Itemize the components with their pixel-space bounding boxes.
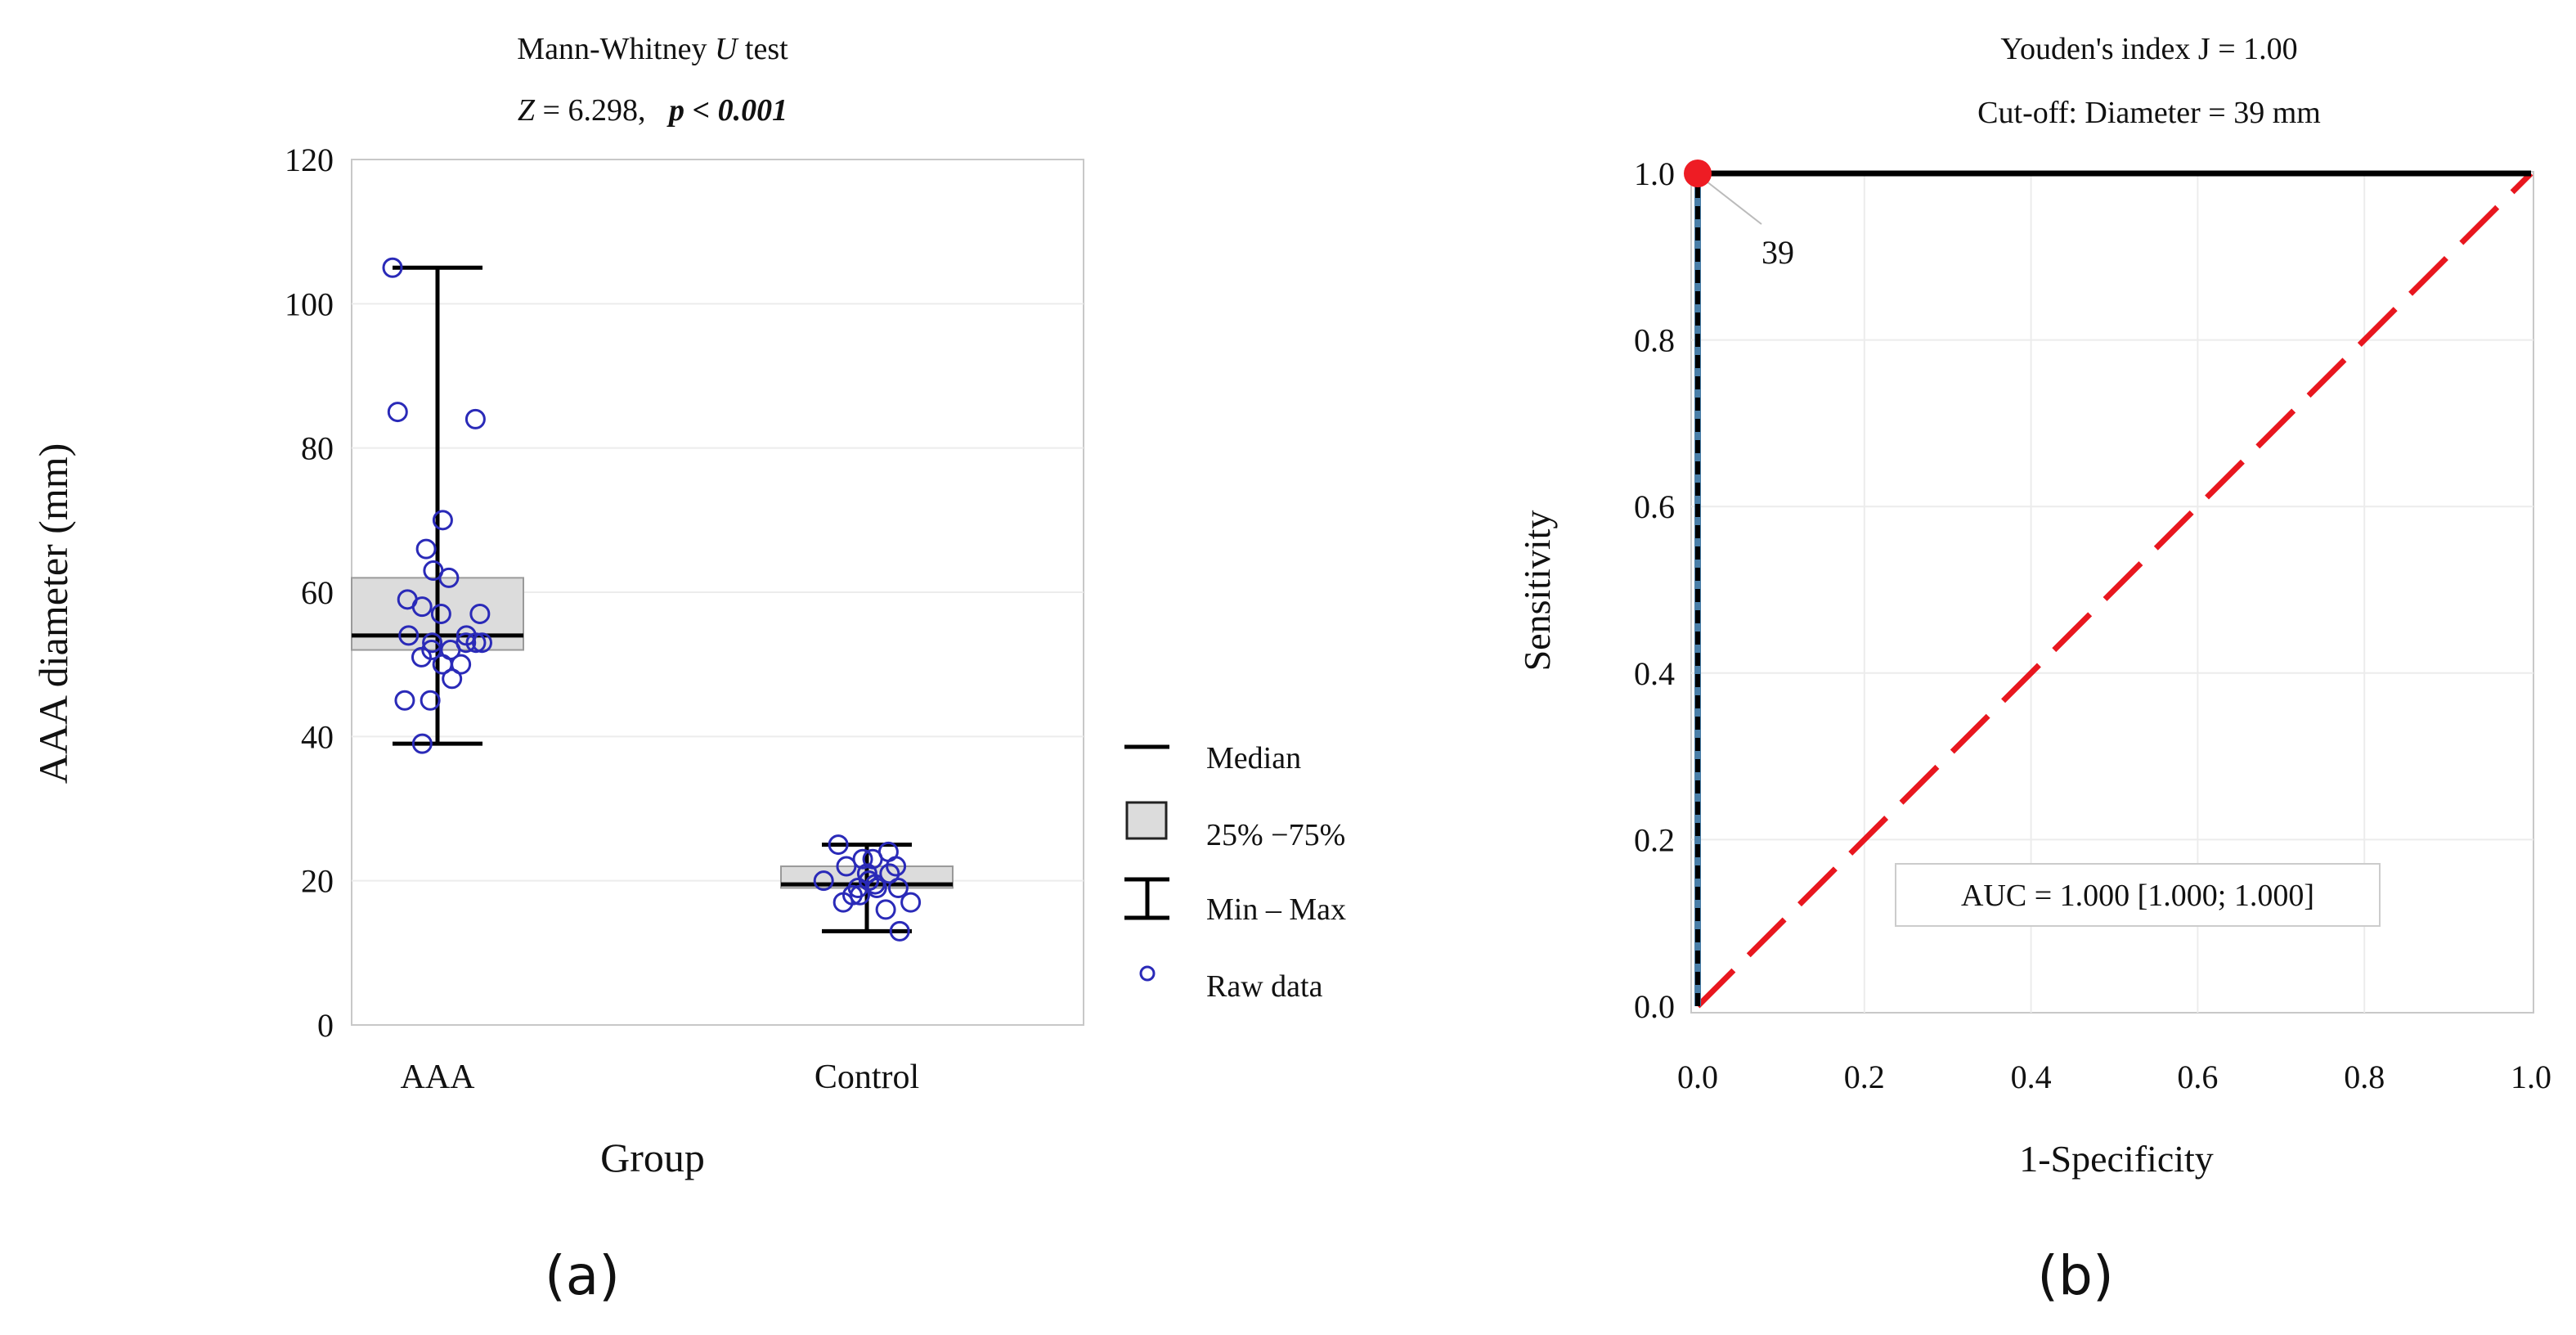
raw-data-point [411, 596, 433, 618]
roc-curve-panel: 0.0 0.2 0.4 0.6 0.8 1.0 0.0 0.2 0.4 0.6 0.8 1.0 39… [1516, 32, 2551, 1307]
panel-label-b: (b) [2037, 1244, 2113, 1307]
x-tick-label: 1.0 [2511, 1059, 2551, 1095]
x-tick-label: 0.4 [2011, 1059, 2052, 1095]
raw-data-point [438, 567, 460, 588]
raw-data-point [813, 870, 834, 892]
y-tick-label: 100 [285, 285, 334, 322]
box-plot-panel: 0 20 40 60 80 100 120 AAA Control Mann-Whitney … [30, 32, 1346, 1307]
raw-data-point [415, 538, 437, 560]
chart-title: Youden's index J = 1.00 [2000, 32, 2297, 66]
raw-data-point [886, 856, 907, 877]
y-tick-label: 60 [301, 574, 334, 611]
cutoff-leader-line [1702, 178, 1762, 225]
raw-data-point [832, 892, 854, 913]
raw-data-point [382, 257, 403, 278]
chart-subtitle: Cut-off: Diameter = 39 mm [1977, 96, 2321, 130]
x-tick-label: 0.0 [1677, 1059, 1718, 1095]
legend-minmax-label: Min – Max [1206, 892, 1346, 927]
raw-data-point [875, 899, 896, 920]
raw-data-point [464, 408, 486, 429]
roc-series: 39 [1684, 160, 2533, 1009]
y-tick-label: 0.2 [1634, 821, 1675, 858]
legend-whisker-swatch [1124, 877, 1169, 920]
raw-data-point [465, 632, 487, 654]
legend-median-label: Median [1206, 741, 1301, 775]
raw-data-point [471, 632, 492, 654]
auc-annotation: AUC = 1.000 [1.000; 1.000] [1895, 863, 2381, 927]
cutoff-point [1684, 160, 1712, 187]
raw-data-point [394, 690, 415, 711]
x-tick-label: 0.6 [2177, 1059, 2218, 1095]
chart-subtitle: Z = 6.298, p < 0.001 [518, 93, 788, 128]
x-tick-label: Control [815, 1059, 919, 1096]
raw-data-point [887, 877, 909, 898]
y-tick-label: 0 [317, 1007, 334, 1044]
raw-data-point [432, 510, 453, 531]
legend-box-swatch [1125, 801, 1168, 840]
y-tick-label: 120 [285, 142, 334, 178]
raw-data-point [862, 848, 883, 870]
y-axis-label: Sensitivity [1516, 510, 1558, 672]
raw-data-point [852, 848, 873, 870]
raw-data-point [387, 402, 408, 423]
y-tick-label: 20 [301, 863, 334, 900]
raw-data-point [900, 892, 922, 913]
raw-points-aaa [382, 257, 492, 754]
x-tick-label: AAA [401, 1059, 476, 1096]
auc-annotation-text: AUC = 1.000 [1.000; 1.000] [1961, 879, 2314, 913]
raw-data-point [420, 690, 441, 711]
y-tick-label: 1.0 [1634, 155, 1675, 192]
raw-data-point [398, 625, 420, 646]
raw-data-point [849, 884, 870, 906]
raw-data-point [442, 668, 463, 690]
x-axis-label: Group [600, 1135, 705, 1180]
legend: Median 25% −75% Min – Max Raw data [1124, 741, 1346, 1004]
raw-data-point [422, 632, 443, 654]
y-tick-label: 80 [301, 430, 334, 467]
y-tick-label: 0.6 [1634, 488, 1675, 525]
x-tick-labels: 0.0 0.2 0.4 0.6 0.8 1.0 [1677, 1059, 2551, 1095]
grid-lines [352, 303, 1084, 882]
raw-data-point [411, 646, 432, 668]
x-tick-label: 0.8 [2344, 1059, 2385, 1095]
chart-title: Mann-Whitney U test [517, 32, 788, 66]
raw-points-control [813, 834, 922, 942]
y-tick-labels: 0 20 40 60 80 100 120 [285, 142, 334, 1044]
y-tick-label: 0.0 [1634, 988, 1675, 1025]
y-tick-label: 0.4 [1634, 655, 1675, 692]
panel-label-a: (a) [545, 1244, 620, 1307]
y-tick-labels: 0.0 0.2 0.4 0.6 0.8 1.0 [1634, 155, 1675, 1025]
x-tick-label: 0.2 [1844, 1059, 1885, 1095]
raw-data-point [411, 733, 433, 754]
auc-annotation-box [1895, 863, 2381, 927]
reference-diagonal-line [1695, 171, 2533, 1009]
raw-data-points [382, 257, 922, 942]
cutoff-label: 39 [1761, 234, 1794, 271]
raw-data-point [432, 654, 453, 675]
legend-box-label: 25% −75% [1206, 818, 1345, 852]
raw-data-point [828, 834, 849, 856]
boxes [351, 265, 954, 933]
x-tick-labels: AAA Control [401, 1059, 920, 1096]
legend-raw-label: Raw data [1206, 969, 1323, 1004]
y-tick-label: 0.8 [1634, 322, 1675, 359]
raw-data-point [469, 603, 491, 624]
raw-data-point [430, 603, 451, 624]
y-axis-label: AAA diameter (mm) [30, 443, 76, 784]
y-tick-label: 40 [301, 718, 334, 755]
legend-raw-swatch [1139, 965, 1156, 982]
x-axis-label: 1-Specificity [2019, 1138, 2214, 1180]
raw-data-point [889, 920, 910, 942]
raw-data-point [836, 856, 857, 877]
